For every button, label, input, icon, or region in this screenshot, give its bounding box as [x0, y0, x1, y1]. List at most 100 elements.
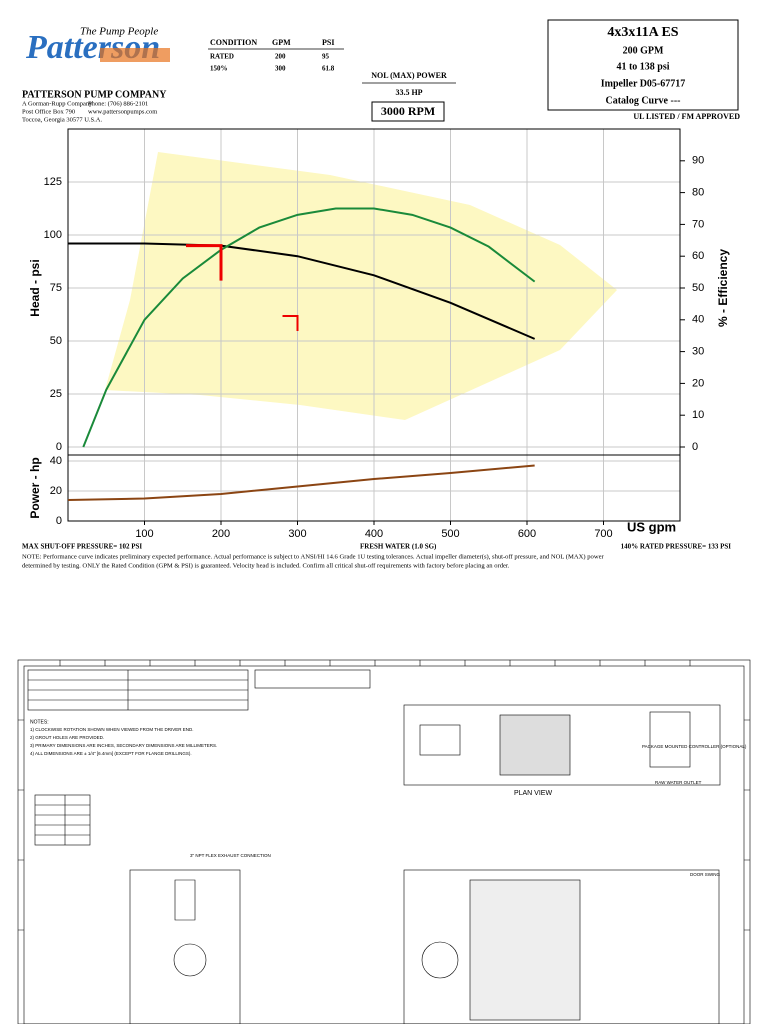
- drawing-note: 3) PRIMARY DIMENSIONS ARE INCHES, SECOND…: [30, 743, 217, 748]
- pump-elevation: [421, 941, 459, 979]
- rpm: 3000 RPM: [381, 104, 435, 118]
- td: 150%: [210, 65, 228, 73]
- x-tick-label: 300: [288, 528, 306, 540]
- address: Toccoa, Georgia 30577 U.S.A.: [22, 116, 102, 123]
- footer: MAX SHUT-OFF PRESSURE= 102 PSI FRESH WAT…: [22, 543, 731, 570]
- drawing-note: 4) ALL DIMENSIONS ARE ± 1/4" [6.4mm] (EX…: [30, 751, 192, 756]
- plan-view: PLAN VIEW: [514, 790, 553, 797]
- elevation: [403, 869, 720, 1024]
- note: determined by testing. ONLY the Rated Co…: [22, 563, 510, 570]
- x-tick-label: 600: [518, 528, 536, 540]
- series-line: [82, 207, 536, 448]
- note: NOTE: Performance curve indicates prelim…: [22, 554, 605, 561]
- x-tick-label: 200: [212, 528, 230, 540]
- y2-tick-label: 70: [692, 218, 704, 230]
- controller-plan: [649, 711, 691, 768]
- engine-plan: [499, 714, 571, 776]
- drawing: NOTES: 1) CLOCKWISE ROTATION SHOWN WHEN …: [17, 659, 751, 1024]
- engine-elevation: [469, 879, 581, 1021]
- x-tick-label: 100: [135, 528, 153, 540]
- frame: [17, 659, 751, 1024]
- model-line: Impeller D05-67717: [601, 78, 686, 89]
- y2-axis-label: % - Efficiency: [716, 249, 730, 327]
- drawing-note: 2) GROUT HOLES ARE PROVIDED.: [30, 735, 104, 740]
- plot-frame: [67, 454, 681, 522]
- y-tick-label: 20: [50, 485, 62, 497]
- plan-base: [403, 704, 721, 786]
- model-table: [254, 669, 371, 689]
- y2-tick-label: 80: [692, 187, 704, 199]
- y2-tick-label: 40: [692, 314, 704, 326]
- td: 95: [322, 53, 330, 61]
- y2-tick-label: 20: [692, 377, 704, 389]
- y2-tick-label: 30: [692, 346, 704, 358]
- y2-tick-label: 90: [692, 155, 704, 167]
- notes-title: NOTES:: [30, 719, 49, 725]
- model: 4x3x11A ES: [607, 25, 678, 40]
- nol-value: 33.5 HP: [395, 88, 422, 97]
- drawing-label: 3" NPT FLEX EXHAUST CONNECTION: [190, 853, 271, 858]
- th: CONDITION: [210, 38, 257, 47]
- y2-tick-label: 50: [692, 282, 704, 294]
- x-tick-label: 700: [594, 528, 612, 540]
- y2-tick-label: 10: [692, 409, 704, 421]
- address: Post Office Box 790: [22, 108, 75, 115]
- series-line: [68, 242, 536, 340]
- x-axis-label: US gpm: [627, 519, 676, 534]
- contact: www.pattersonpumps.com: [88, 108, 157, 115]
- model-line: 41 to 138 psi: [616, 61, 669, 72]
- td: 200: [275, 53, 286, 61]
- td: RATED: [210, 53, 234, 61]
- pump-plan: [419, 724, 461, 756]
- footer-center: FRESH WATER (1.0 SG): [360, 543, 437, 551]
- logo-bar: [100, 48, 170, 62]
- series-line: [67, 464, 535, 501]
- side-view: [129, 869, 241, 1024]
- y-tick-label: 0: [56, 515, 62, 527]
- condition-marker: [186, 244, 223, 281]
- y-tick-label: 25: [50, 388, 62, 400]
- model-line: 200 GPM: [623, 45, 664, 56]
- approval: UL LISTED / FM APPROVED: [633, 112, 740, 121]
- controller-table: [34, 794, 91, 846]
- table-lines: [28, 670, 248, 710]
- contact: Phone: (706) 886-2101: [88, 100, 148, 107]
- tagline: The Pump People: [80, 26, 158, 38]
- y-tick-label: 0: [56, 441, 62, 453]
- footer-right: 140% RATED PRESSURE= 133 PSI: [621, 543, 732, 551]
- company: PATTERSON PUMP COMPANY: [22, 89, 167, 100]
- y2-tick-label: 0: [692, 441, 698, 453]
- y2-tick-label: 60: [692, 250, 704, 262]
- controller-lines: [35, 795, 90, 845]
- drawing-label: DOOR SWING: [690, 872, 720, 877]
- th: PSI: [322, 38, 334, 47]
- address: A Gorman-Rupp Company: [22, 100, 93, 107]
- header: Patterson The Pump People PATTERSON PUMP…: [22, 19, 740, 123]
- frame-ticks: [18, 660, 750, 931]
- y-axis-label: Head - psi: [28, 259, 42, 316]
- model-box: [547, 19, 739, 111]
- th: GPM: [272, 38, 291, 47]
- td: 61.8: [322, 65, 335, 73]
- drawing-label: RAW WATER OUTLET: [655, 780, 702, 785]
- condition-marker: [282, 314, 299, 331]
- y-tick-label: 125: [44, 176, 62, 188]
- drawing-label: PACKAGE MOUNTED CONTROLLER (OPTIONAL): [642, 744, 747, 749]
- rpm-box: [371, 101, 445, 122]
- exhaust: [174, 879, 196, 921]
- y-tick-label: 75: [50, 282, 62, 294]
- x-tick-label: 400: [365, 528, 383, 540]
- footer-left: MAX SHUT-OFF PRESSURE= 102 PSI: [22, 543, 142, 551]
- efficiency-envelope: [105, 152, 617, 420]
- chart: 0 25 50 75 100 125 0 10 20 30 40 50 60 70 80 90 Head - p…: [28, 128, 730, 540]
- inner-frame: [23, 665, 745, 1024]
- y-axis-label: Power - hp: [28, 457, 42, 518]
- td: 300: [275, 65, 286, 73]
- x-tick-label: 500: [441, 528, 459, 540]
- nol-label: NOL (MAX) POWER: [371, 71, 447, 80]
- y-tick-label: 100: [44, 229, 62, 241]
- drawing-note: 1) CLOCKWISE ROTATION SHOWN WHEN VIEWED …: [30, 727, 194, 732]
- pump-side: [173, 943, 207, 977]
- y-tick-label: 40: [50, 455, 62, 467]
